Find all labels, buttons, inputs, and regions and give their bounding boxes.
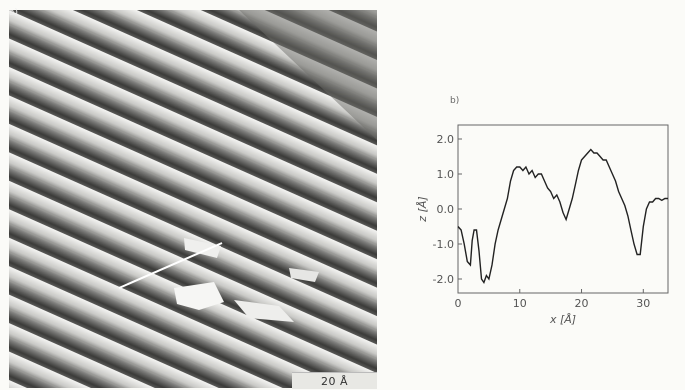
x-axis-label: x [Å]: [549, 313, 576, 326]
x-tick-label: 20: [575, 297, 589, 310]
y-tick-label: 0.0: [437, 203, 455, 216]
y-tick-label: -2.0: [433, 273, 454, 286]
stm-dark-corner: [239, 10, 377, 140]
y-tick-label: -1.0: [433, 238, 454, 251]
series-line-profile: [457, 148, 668, 285]
profile-line: [118, 242, 223, 289]
panel-a-label: a): [9, 8, 19, 18]
panel-b-label: b): [450, 96, 459, 106]
x-tick-label: 0: [455, 297, 462, 310]
x-tick-label: 30: [636, 297, 650, 310]
y-axis-label: z [Å]: [416, 196, 429, 222]
stm-bright-step: [184, 238, 221, 258]
stm-bright-island: [174, 282, 224, 310]
scale-bar-label: 20 Å: [320, 374, 349, 388]
stm-bright-step-2: [289, 268, 319, 282]
height-profile-chart: b) 0 10 20 30 -2.0 -1.0 0.0 1.0 2.0 x [Å] z [Å]: [416, 96, 669, 326]
y-tick-label: 2.0: [437, 133, 455, 146]
x-tick-label: 10: [513, 297, 527, 310]
stm-bright-island-2: [234, 300, 294, 322]
stm-image: [9, 10, 377, 388]
scale-bar: 20 Å: [292, 372, 377, 389]
plot-frame: [457, 124, 669, 294]
y-tick-label: 1.0: [437, 168, 455, 181]
